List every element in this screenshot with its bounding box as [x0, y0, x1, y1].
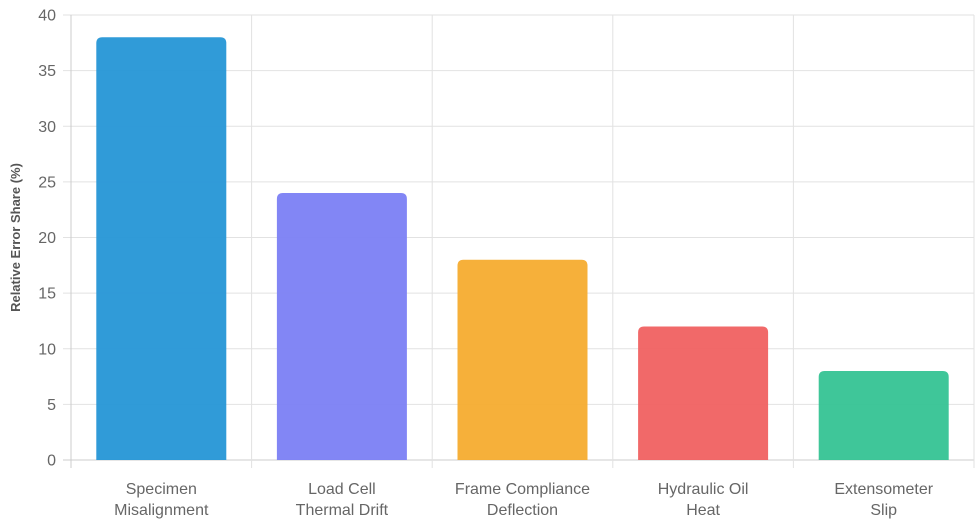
bar-4 [818, 371, 949, 460]
bar-0 [96, 37, 227, 460]
y-axis-ticks: 0 5 10 15 20 25 30 35 40 [38, 8, 56, 470]
x-tick-label-line: Hydraulic Oil [658, 481, 749, 498]
y-tick-label: 20 [38, 230, 56, 247]
y-tick-label: 0 [47, 453, 56, 470]
bar-2 [457, 259, 588, 460]
x-tick-label-line: Load Cell [308, 481, 376, 498]
y-tick-label: 40 [38, 8, 56, 25]
bars [96, 37, 949, 460]
y-axis-title: Relative Error Share (%) [8, 163, 23, 312]
x-tick-label-line: Specimen [126, 481, 197, 498]
x-tick-label-line: Frame Compliance [455, 481, 590, 498]
y-tick-label: 5 [47, 397, 56, 414]
y-tick-label: 10 [38, 341, 56, 358]
x-tick-label-line: Thermal Drift [296, 502, 389, 519]
y-tick-label: 30 [38, 119, 56, 136]
bar-1 [276, 193, 407, 460]
x-tick-label: Load Cell Thermal Drift [296, 481, 389, 519]
x-tick-label: Frame Compliance Deflection [455, 481, 590, 519]
x-tick-label: Specimen Misalignment [114, 481, 209, 519]
x-tick-label-line: Deflection [487, 502, 558, 519]
y-tick-label: 25 [38, 174, 56, 191]
x-tick-label-line: Misalignment [114, 502, 209, 519]
x-axis-labels: Specimen Misalignment Load Cell Thermal Dri… [114, 481, 934, 519]
x-tick-label-line: Heat [686, 502, 720, 519]
x-tick-label: Hydraulic Oil Heat [658, 481, 749, 519]
y-tick-label: 15 [38, 286, 56, 303]
x-tick-label-line: Extensometer [834, 481, 933, 498]
x-tick-label-line: Slip [870, 502, 897, 519]
bar-3 [638, 326, 769, 460]
y-tick-label: 35 [38, 63, 56, 80]
x-tick-label: Extensometer Slip [834, 481, 933, 519]
